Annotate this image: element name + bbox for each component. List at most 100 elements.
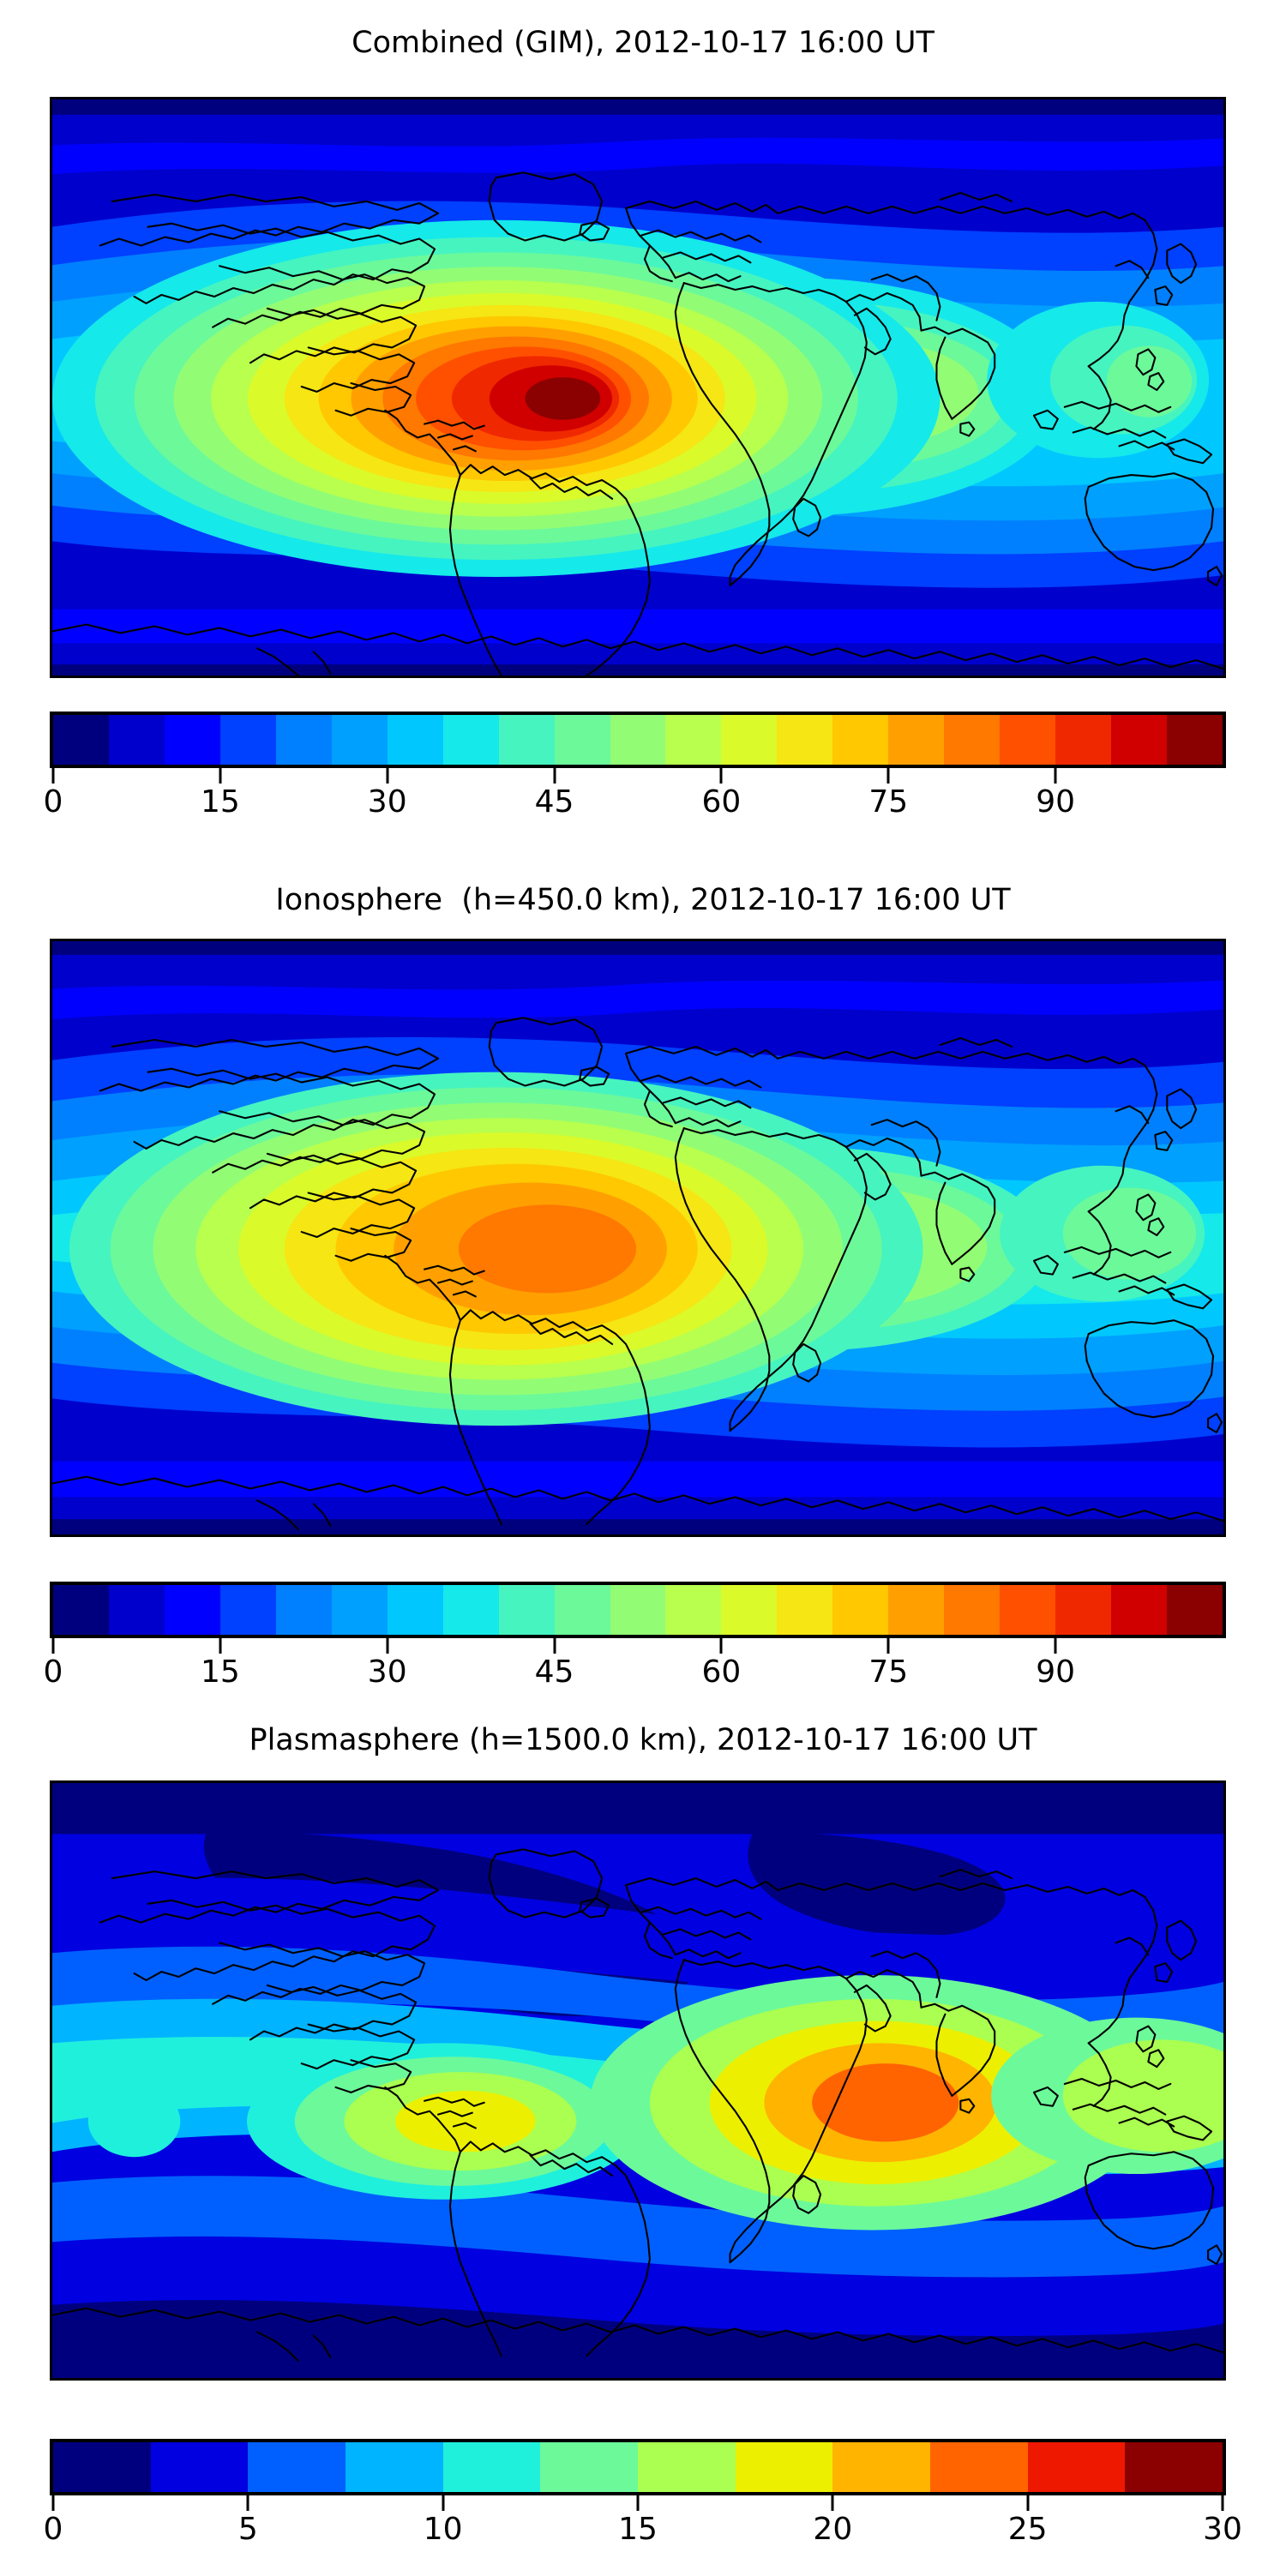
colorbar-band [540, 2442, 639, 2492]
colorbar-band [108, 715, 165, 765]
colorbar-band [777, 1585, 833, 1635]
colorbar-band [888, 1585, 945, 1635]
colorbar-tick-label: 15 [618, 2512, 658, 2547]
colorbar-band [108, 1585, 165, 1635]
colorbar-tick-label: 45 [534, 784, 574, 820]
colorbar-band [387, 715, 443, 765]
colorbar-tick-label: 0 [43, 1654, 63, 1690]
colorbar-band [832, 715, 889, 765]
colorbar-tick [219, 1638, 222, 1654]
colorbar-band [665, 715, 722, 765]
colorbar-tick-label: 30 [367, 784, 407, 820]
colorbar-tick-label: 30 [367, 1654, 407, 1690]
colorbar-band [387, 1585, 443, 1635]
colorbar-ticks-ionosphere: 0 15 30 45 60 75 90 [44, 1638, 1226, 1715]
colorbar-tick [553, 768, 556, 784]
colorbar-band [331, 1585, 388, 1635]
colorbar-tick [219, 768, 222, 784]
colorbar-tick-label: 60 [701, 1654, 742, 1690]
colorbar-gradient-combined [50, 712, 1226, 768]
colorbar-band [610, 1585, 666, 1635]
colorbar-tick [386, 1638, 389, 1654]
map-combined-gim [50, 97, 1226, 678]
colorbar-band [1000, 1585, 1056, 1635]
colorbar-ticks-plasmasphere: 0 5 10 15 20 25 30 [44, 2495, 1242, 2573]
colorbar-tick-label: 45 [534, 1654, 574, 1690]
colorbar-plasmasphere: 0 5 10 15 20 25 30 [44, 2439, 1242, 2576]
colorbar-tick-label: 25 [1007, 2512, 1048, 2547]
map-plasmasphere [50, 1780, 1226, 2381]
colorbar-tick [1026, 2495, 1030, 2511]
coastlines-ionosphere [52, 1017, 1223, 1531]
colorbar-tick [1054, 768, 1057, 784]
colorbar-band [275, 715, 332, 765]
colorbar-tick [636, 2495, 640, 2511]
colorbar-tick-label: 5 [237, 2512, 258, 2547]
colorbar-tick-label: 90 [1036, 1654, 1076, 1690]
colorbar-band [164, 715, 220, 765]
colorbar-tick-label: 15 [200, 784, 240, 820]
colorbar-band [442, 715, 499, 765]
colorbar-tick [1221, 2495, 1224, 2511]
colorbar-band [665, 1585, 722, 1635]
colorbar-band [248, 2442, 346, 2492]
colorbar-tick-label: 20 [813, 2512, 853, 2547]
colorbar-band [777, 715, 833, 765]
colorbar-band [498, 715, 555, 765]
colorbar-band [53, 715, 109, 765]
colorbar-band [735, 2442, 833, 2492]
colorbar-tick-label: 30 [1203, 2512, 1242, 2547]
map-svg-ionosphere [52, 941, 1223, 1534]
colorbar-gradient-plasmasphere [50, 2439, 1226, 2495]
colorbar-band [1055, 1585, 1112, 1635]
colorbar-tick-label: 60 [701, 784, 742, 820]
colorbar-tick [719, 1638, 723, 1654]
colorbar-band [442, 1585, 499, 1635]
colorbar-band [721, 1585, 778, 1635]
colorbar-tick [1054, 1638, 1057, 1654]
colorbar-tick-label: 75 [868, 1654, 909, 1690]
map-ionosphere [50, 939, 1226, 1537]
colorbar-band [219, 715, 276, 765]
colorbar-band [346, 2442, 443, 2492]
colorbar-band [1027, 2442, 1126, 2492]
colorbar-band [638, 2442, 736, 2492]
colorbar-band [53, 2442, 151, 2492]
coastlines-combined [52, 171, 1223, 676]
colorbar-tick-label: 10 [423, 2512, 463, 2547]
colorbar-band [442, 2442, 541, 2492]
colorbar-band [1111, 1585, 1168, 1635]
panel-plasmasphere: Plasmasphere (h=1500.0 km), 2012-10-17 1… [0, 1714, 1286, 2572]
colorbar-band [150, 2442, 249, 2492]
colorbar-tick [51, 1638, 55, 1654]
colorbar-band [1125, 2442, 1223, 2492]
colorbar-band [331, 715, 388, 765]
colorbar-band [1000, 715, 1056, 765]
colorbar-band [275, 1585, 332, 1635]
colorbar-band [554, 1585, 610, 1635]
colorbar-tick [886, 1638, 890, 1654]
colorbar-band [1167, 1585, 1223, 1635]
colorbar-gradient-ionosphere [50, 1582, 1226, 1638]
colorbar-band [832, 1585, 889, 1635]
colorbar-band [944, 715, 1001, 765]
colorbar-tick [246, 2495, 249, 2511]
map-svg-combined [52, 99, 1223, 676]
panel-title-combined: Combined (GIM), 2012-10-17 16:00 UT [352, 26, 934, 60]
colorbar-band [721, 715, 778, 765]
panel-ionosphere: Ionosphere (h=450.0 km), 2012-10-17 16:0… [0, 857, 1286, 1714]
colorbar-tick [51, 2495, 55, 2511]
map-svg-plasmasphere [52, 1783, 1223, 2378]
colorbar-tick [553, 1638, 556, 1654]
colorbar-band [498, 1585, 555, 1635]
colorbar-combined: 0 15 30 45 60 75 90 [44, 712, 1226, 849]
colorbar-band [53, 1585, 109, 1635]
coastlines-plasmasphere [52, 1848, 1223, 2363]
colorbar-tick-label: 90 [1036, 784, 1076, 820]
colorbar-tick-label: 0 [43, 784, 63, 820]
colorbar-tick [886, 768, 890, 784]
panel-combined-gim: Combined (GIM), 2012-10-17 16:00 UT [0, 0, 1286, 857]
panel-title-ionosphere: Ionosphere (h=450.0 km), 2012-10-17 16:0… [275, 883, 1011, 917]
colorbar-band [832, 2442, 931, 2492]
